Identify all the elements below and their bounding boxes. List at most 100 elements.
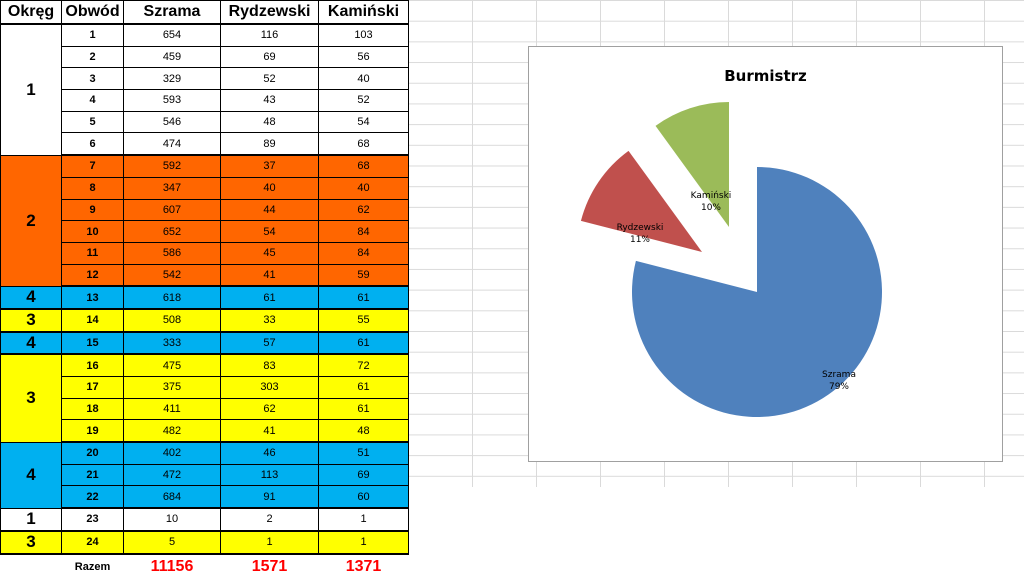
cell-rydzewski[interactable]: 44: [220, 198, 319, 222]
cell-obwod[interactable]: 7: [61, 154, 124, 178]
cell-obwod[interactable]: 21: [61, 463, 124, 487]
cell-szrama[interactable]: 474: [123, 132, 221, 157]
cell-szrama[interactable]: 10: [123, 507, 221, 532]
cell-obwod[interactable]: 23: [61, 507, 124, 532]
cell-kaminski[interactable]: 61: [318, 331, 409, 356]
cell-szrama[interactable]: 411: [123, 397, 221, 421]
header-kaminski[interactable]: Kamiński: [318, 0, 409, 25]
cell-rydzewski[interactable]: 48: [220, 110, 319, 134]
cell-rydzewski[interactable]: 61: [220, 285, 319, 310]
cell-okreg[interactable]: 4: [0, 441, 62, 509]
cell-rydzewski[interactable]: 43: [220, 89, 319, 112]
cell-okreg[interactable]: 1: [0, 507, 62, 532]
cell-szrama[interactable]: 475: [123, 353, 221, 378]
cell-kaminski[interactable]: 40: [318, 176, 409, 200]
cell-obwod[interactable]: 4: [61, 89, 124, 112]
cell-kaminski[interactable]: 84: [318, 241, 409, 265]
cell-rydzewski[interactable]: 62: [220, 397, 319, 421]
cell-kaminski[interactable]: 84: [318, 220, 409, 243]
cell-obwod[interactable]: 1: [61, 23, 124, 47]
cell-okreg[interactable]: 3: [0, 353, 62, 443]
cell-szrama[interactable]: 546: [123, 110, 221, 134]
cell-szrama[interactable]: 333: [123, 331, 221, 356]
cell-kaminski[interactable]: 40: [318, 67, 409, 91]
cell-szrama[interactable]: 5: [123, 530, 221, 555]
cell-rydzewski[interactable]: 83: [220, 353, 319, 378]
cell-szrama[interactable]: 329: [123, 67, 221, 91]
header-szrama[interactable]: Szrama: [123, 0, 221, 25]
cell-kaminski[interactable]: 56: [318, 45, 409, 69]
cell-szrama[interactable]: 459: [123, 45, 221, 69]
cell-obwod[interactable]: 10: [61, 220, 124, 243]
header-rydzewski[interactable]: Rydzewski: [220, 0, 319, 25]
cell-kaminski[interactable]: 72: [318, 353, 409, 378]
cell-kaminski[interactable]: 59: [318, 263, 409, 288]
cell-szrama[interactable]: 684: [123, 485, 221, 510]
cell-rydzewski[interactable]: 52: [220, 67, 319, 91]
cell-kaminski[interactable]: 48: [318, 419, 409, 444]
cell-obwod[interactable]: 14: [61, 308, 124, 333]
cell-kaminski[interactable]: 54: [318, 110, 409, 134]
cell-rydzewski[interactable]: 41: [220, 419, 319, 444]
cell-obwod[interactable]: 11: [61, 241, 124, 265]
pie-chart[interactable]: Burmistrz Szrama 79% Rydzewski 11% Kamiński 1…: [528, 46, 1003, 462]
cell-obwod[interactable]: 13: [61, 285, 124, 310]
cell-kaminski[interactable]: 51: [318, 441, 409, 465]
cell-szrama[interactable]: 593: [123, 89, 221, 112]
cell-obwod[interactable]: 20: [61, 441, 124, 465]
cell-rydzewski[interactable]: 33: [220, 308, 319, 333]
cell-obwod[interactable]: 17: [61, 376, 124, 399]
cell-szrama[interactable]: 652: [123, 220, 221, 243]
cell-okreg[interactable]: 4: [0, 331, 62, 356]
total-kaminski[interactable]: 1371: [345, 557, 382, 575]
cell-rydzewski[interactable]: 89: [220, 132, 319, 157]
header-obwod[interactable]: Obwód: [61, 0, 124, 25]
cell-kaminski[interactable]: 1: [318, 507, 409, 532]
cell-obwod[interactable]: 12: [61, 263, 124, 288]
cell-rydzewski[interactable]: 116: [220, 23, 319, 47]
cell-szrama[interactable]: 542: [123, 263, 221, 288]
cell-rydzewski[interactable]: 45: [220, 241, 319, 265]
cell-okreg[interactable]: 2: [0, 154, 62, 287]
cell-szrama[interactable]: 592: [123, 154, 221, 178]
cell-rydzewski[interactable]: 113: [220, 463, 319, 487]
cell-rydzewski[interactable]: 46: [220, 441, 319, 465]
cell-okreg[interactable]: 3: [0, 308, 62, 333]
cell-rydzewski[interactable]: 1: [220, 530, 319, 555]
cell-rydzewski[interactable]: 40: [220, 176, 319, 200]
cell-obwod[interactable]: 18: [61, 397, 124, 421]
cell-szrama[interactable]: 618: [123, 285, 221, 310]
cell-kaminski[interactable]: 62: [318, 198, 409, 222]
header-okreg[interactable]: Okręg: [0, 0, 62, 25]
cell-szrama[interactable]: 508: [123, 308, 221, 333]
cell-kaminski[interactable]: 52: [318, 89, 409, 112]
pie-slice-2[interactable]: [655, 102, 729, 227]
cell-kaminski[interactable]: 1: [318, 530, 409, 555]
pie-slice-1[interactable]: [580, 150, 702, 252]
cell-kaminski[interactable]: 55: [318, 308, 409, 333]
total-label[interactable]: Razem: [74, 560, 111, 573]
cell-rydzewski[interactable]: 69: [220, 45, 319, 69]
cell-rydzewski[interactable]: 91: [220, 485, 319, 510]
cell-okreg[interactable]: 3: [0, 530, 62, 555]
cell-kaminski[interactable]: 61: [318, 376, 409, 399]
cell-rydzewski[interactable]: 41: [220, 263, 319, 288]
cell-rydzewski[interactable]: 37: [220, 154, 319, 178]
cell-kaminski[interactable]: 61: [318, 285, 409, 310]
cell-kaminski[interactable]: 103: [318, 23, 409, 47]
cell-okreg[interactable]: 4: [0, 285, 62, 310]
cell-kaminski[interactable]: 68: [318, 132, 409, 157]
cell-szrama[interactable]: 586: [123, 241, 221, 265]
cell-szrama[interactable]: 347: [123, 176, 221, 200]
cell-szrama[interactable]: 482: [123, 419, 221, 444]
cell-kaminski[interactable]: 61: [318, 397, 409, 421]
cell-obwod[interactable]: 15: [61, 331, 124, 356]
cell-obwod[interactable]: 6: [61, 132, 124, 157]
cell-szrama[interactable]: 607: [123, 198, 221, 222]
cell-okreg[interactable]: 1: [0, 23, 62, 156]
total-szrama[interactable]: 11156: [150, 557, 194, 575]
cell-rydzewski[interactable]: 303: [220, 376, 319, 399]
cell-obwod[interactable]: 3: [61, 67, 124, 91]
total-rydzewski[interactable]: 1571: [251, 557, 288, 575]
cell-obwod[interactable]: 24: [61, 530, 124, 555]
